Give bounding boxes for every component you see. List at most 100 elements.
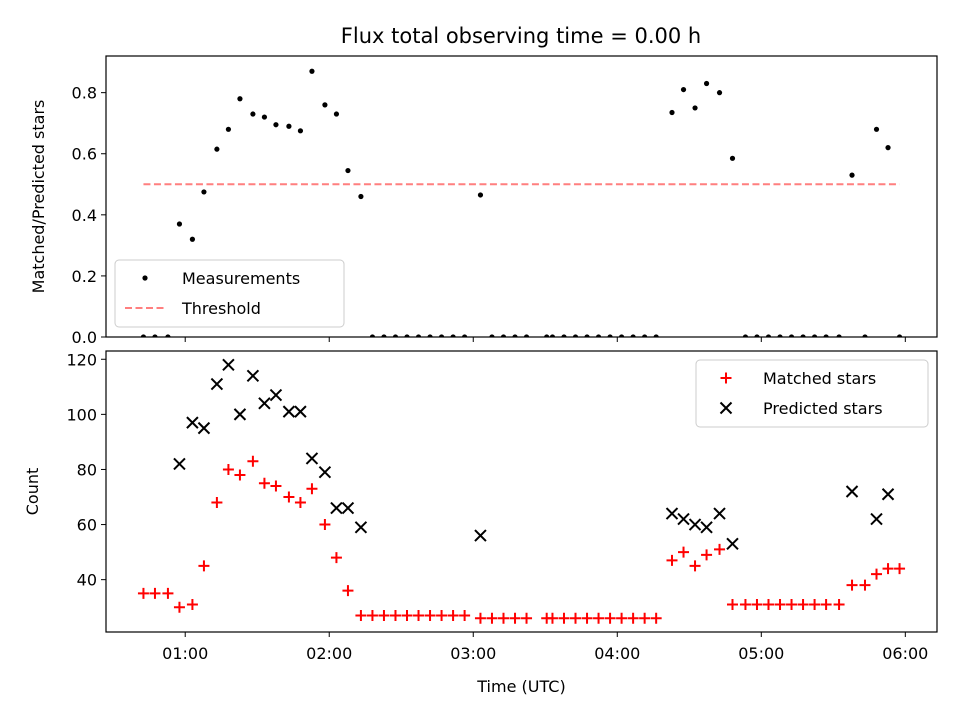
matched-star-point — [459, 609, 471, 621]
measurement-point — [669, 109, 675, 116]
matched-star-point — [294, 497, 306, 509]
measurement-point — [273, 122, 279, 128]
matched-star-point — [222, 463, 234, 475]
matched-star-point — [570, 612, 582, 624]
y-tick-label: 0.8 — [72, 84, 97, 103]
y-axis-label: Matched/Predicted stars — [29, 100, 48, 294]
measurement-point — [742, 334, 749, 337]
legend-label: Threshold — [181, 299, 261, 318]
legend-matched-swatch — [720, 372, 732, 384]
measurement-point — [152, 334, 158, 337]
y-tick-label: 60 — [77, 516, 97, 535]
predicted-star-point — [870, 512, 883, 526]
predicted-star-point — [294, 405, 307, 418]
predicted-star-point — [845, 485, 859, 498]
matched-star-point — [666, 554, 678, 566]
matched-star-point — [820, 598, 832, 610]
matched-star-point — [546, 612, 558, 624]
measurement-point — [250, 111, 256, 117]
x-tick-label: 01:00 — [162, 644, 208, 663]
matched-star-point — [689, 560, 701, 572]
measurement-point — [703, 80, 710, 87]
x-tick-label: 05:00 — [738, 644, 784, 663]
predicted-star-point — [258, 397, 271, 410]
matched-star-point — [186, 598, 198, 610]
legend: Measurements Threshold — [114, 259, 345, 328]
matched-star-point — [859, 579, 871, 591]
measurement-point — [404, 334, 410, 337]
matched-star-point — [355, 609, 367, 621]
measurement-point — [214, 146, 220, 152]
measurement-point — [885, 145, 891, 151]
matched-star-point — [366, 609, 378, 621]
measurement-point — [489, 334, 495, 337]
matched-star-point — [739, 598, 751, 610]
measurement-point — [345, 167, 351, 174]
matched-star-point — [581, 612, 593, 624]
measurement-point — [642, 334, 648, 337]
measurement-point — [333, 111, 340, 117]
matched-star-point — [198, 560, 210, 572]
measurement-point — [438, 334, 445, 337]
matched-star-point — [306, 483, 318, 495]
measurement-point — [462, 334, 468, 337]
matched-star-point — [616, 612, 628, 624]
matched-star-point — [639, 612, 651, 624]
measurement-point — [765, 334, 772, 337]
matched-star-point — [486, 612, 498, 624]
measurement-point — [544, 334, 550, 337]
measurement-point — [630, 334, 636, 337]
matched-star-point — [270, 480, 282, 492]
measurement-point — [500, 334, 507, 337]
measurement-point — [777, 334, 783, 337]
y-tick-label: 120 — [66, 350, 97, 369]
matched-star-point — [162, 587, 174, 599]
measurement-point — [512, 334, 518, 337]
chart-title: Flux total observing time = 0.00 h — [341, 24, 701, 48]
measurement-point — [225, 126, 232, 132]
predicted-star-point — [173, 457, 186, 471]
matched-star-point — [627, 612, 639, 624]
matched-star-point — [389, 609, 401, 621]
matched-star-point — [678, 546, 690, 558]
predicted-star-point — [282, 405, 296, 418]
measurement-point — [237, 96, 243, 102]
legend-label: Measurements — [182, 269, 300, 288]
measurement-point — [176, 221, 183, 227]
matched-star-point — [247, 455, 259, 467]
predicted-star-point — [222, 358, 235, 371]
predicted-star-point — [700, 521, 713, 534]
measurement-point — [427, 334, 433, 337]
x-axis-label: Time (UTC) — [476, 677, 565, 696]
legend-label: Matched stars — [763, 369, 876, 388]
matched-star-point — [558, 612, 570, 624]
measurement-point — [862, 334, 868, 337]
matched-star-point — [173, 601, 185, 613]
matched-star-point — [714, 543, 726, 555]
y-tick-label: 0.6 — [72, 145, 97, 164]
measurement-point — [873, 126, 880, 132]
plot-frame — [105, 350, 938, 633]
matched-star-point — [774, 598, 786, 610]
measurement-point — [836, 334, 842, 337]
legend-box — [114, 259, 345, 328]
y-tick-label: 0.0 — [72, 328, 97, 347]
predicted-star-point — [713, 507, 726, 520]
data-layer — [140, 68, 903, 337]
measurement-point — [754, 334, 760, 337]
measurement-point — [201, 189, 207, 195]
predicted-star-point — [210, 377, 224, 391]
legend-box — [695, 359, 929, 428]
matched-star-point — [701, 549, 713, 561]
matched-star-point — [762, 598, 774, 610]
measurement-point — [716, 90, 723, 96]
y-tick-label: 100 — [66, 405, 97, 424]
measurement-point — [189, 236, 196, 242]
predicted-star-point — [474, 529, 487, 542]
measurement-point — [358, 193, 364, 200]
measurement-point — [140, 334, 147, 337]
measurement-point — [450, 334, 456, 337]
matched-star-point — [833, 598, 845, 610]
matched-star-point — [211, 497, 223, 509]
